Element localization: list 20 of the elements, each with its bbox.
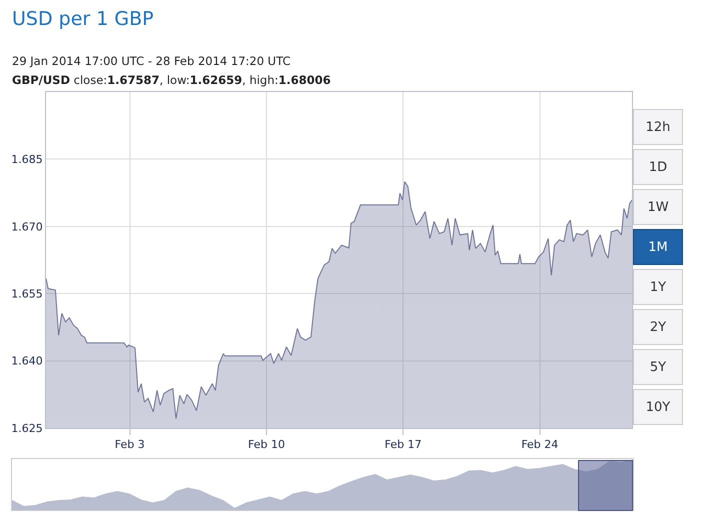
x-tick-label: Feb 10: [248, 438, 285, 452]
text: 1D: [633, 149, 683, 185]
chart-title: USD per 1 GBP: [12, 8, 154, 30]
text: 2Y: [633, 309, 683, 345]
x-tick-label: Feb 3: [114, 438, 145, 452]
text: 10Y: [633, 389, 683, 425]
text: 1W: [633, 189, 683, 225]
text: 1Y: [633, 269, 683, 305]
text: 5Y: [633, 349, 683, 385]
text: 1M: [633, 229, 683, 265]
y-tick-label: 1.670: [11, 220, 43, 234]
y-tick-label: 1.625: [11, 422, 43, 435]
x-tick-label: Feb 17: [384, 438, 422, 452]
text: GBP/USD close:1.67587, low:1.62659, high:1.68006: [12, 73, 331, 87]
y-tick-label: 1.640: [11, 354, 43, 368]
y-tick-label: 1.685: [11, 153, 43, 166]
x-tick-label: Feb 24: [521, 438, 558, 452]
y-tick-label: 1.655: [11, 287, 43, 300]
text: 12h: [633, 109, 683, 145]
chart-subtitle: 29 Jan 2014 17:00 UTC - 28 Feb 2014 17:20 UTC: [12, 54, 290, 68]
